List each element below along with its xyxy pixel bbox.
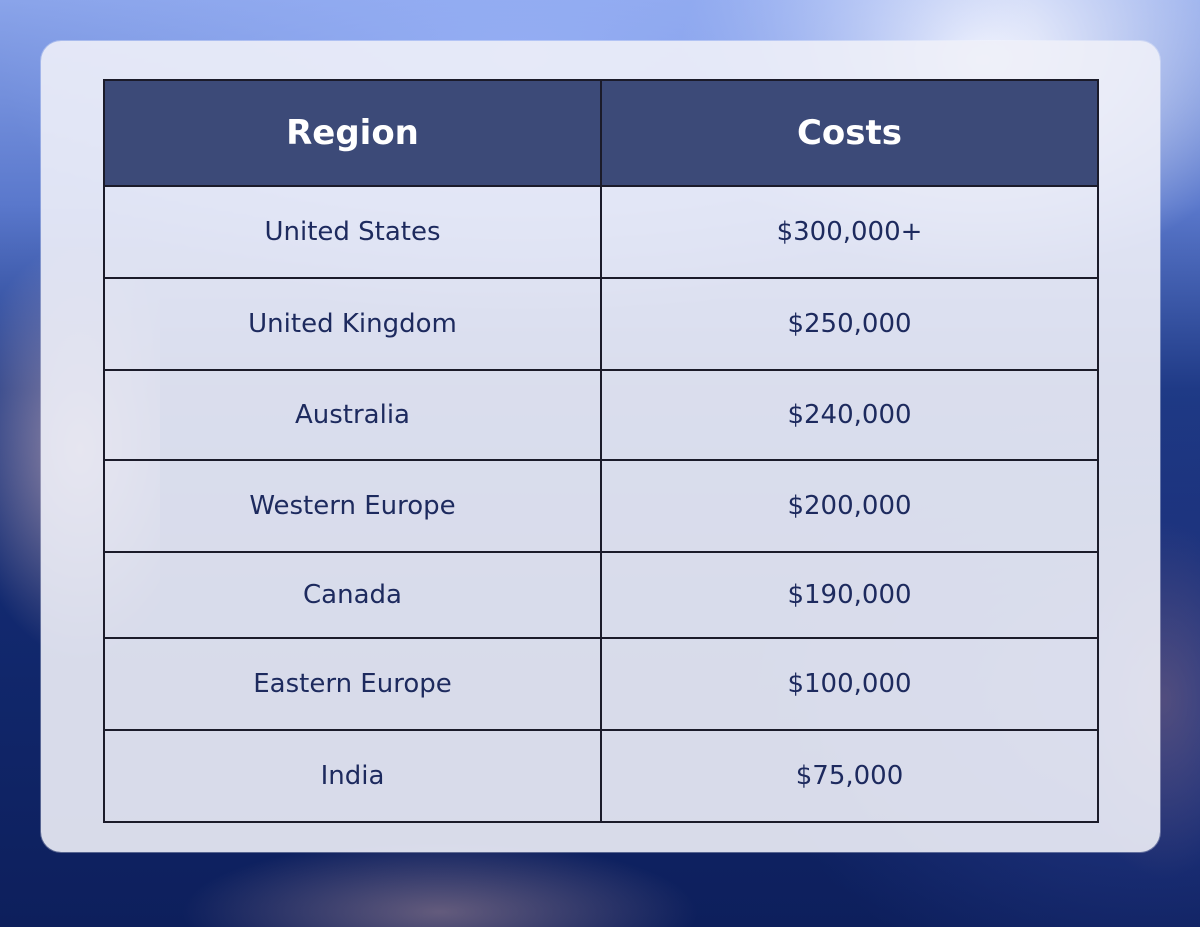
cost-cell: $250,000 — [600, 277, 1099, 371]
table-header-row: Region Costs — [103, 79, 1099, 187]
cost-table: Region Costs United States $300,000+ Uni… — [103, 79, 1099, 823]
table-row: United States $300,000+ — [103, 185, 1099, 279]
table-card: Region Costs United States $300,000+ Uni… — [41, 41, 1160, 852]
region-cell: Western Europe — [103, 459, 602, 553]
region-column-header: Region — [103, 79, 602, 187]
region-cell: Australia — [103, 369, 602, 461]
region-cell: India — [103, 729, 602, 823]
background-hand-bottom — [180, 840, 700, 927]
cost-cell: $300,000+ — [600, 185, 1099, 279]
cost-cell: $75,000 — [600, 729, 1099, 823]
region-cell: United States — [103, 185, 602, 279]
region-cell: United Kingdom — [103, 277, 602, 371]
cost-cell: $190,000 — [600, 551, 1099, 639]
cost-cell: $100,000 — [600, 637, 1099, 731]
costs-column-header: Costs — [600, 79, 1099, 187]
cost-cell: $240,000 — [600, 369, 1099, 461]
table-row: United Kingdom $250,000 — [103, 277, 1099, 371]
table-row: Canada $190,000 — [103, 551, 1099, 639]
table-row: Western Europe $200,000 — [103, 459, 1099, 553]
region-cell: Canada — [103, 551, 602, 639]
table-row: Australia $240,000 — [103, 369, 1099, 461]
table-row: India $75,000 — [103, 729, 1099, 823]
cost-cell: $200,000 — [600, 459, 1099, 553]
region-cell: Eastern Europe — [103, 637, 602, 731]
table-row: Eastern Europe $100,000 — [103, 637, 1099, 731]
